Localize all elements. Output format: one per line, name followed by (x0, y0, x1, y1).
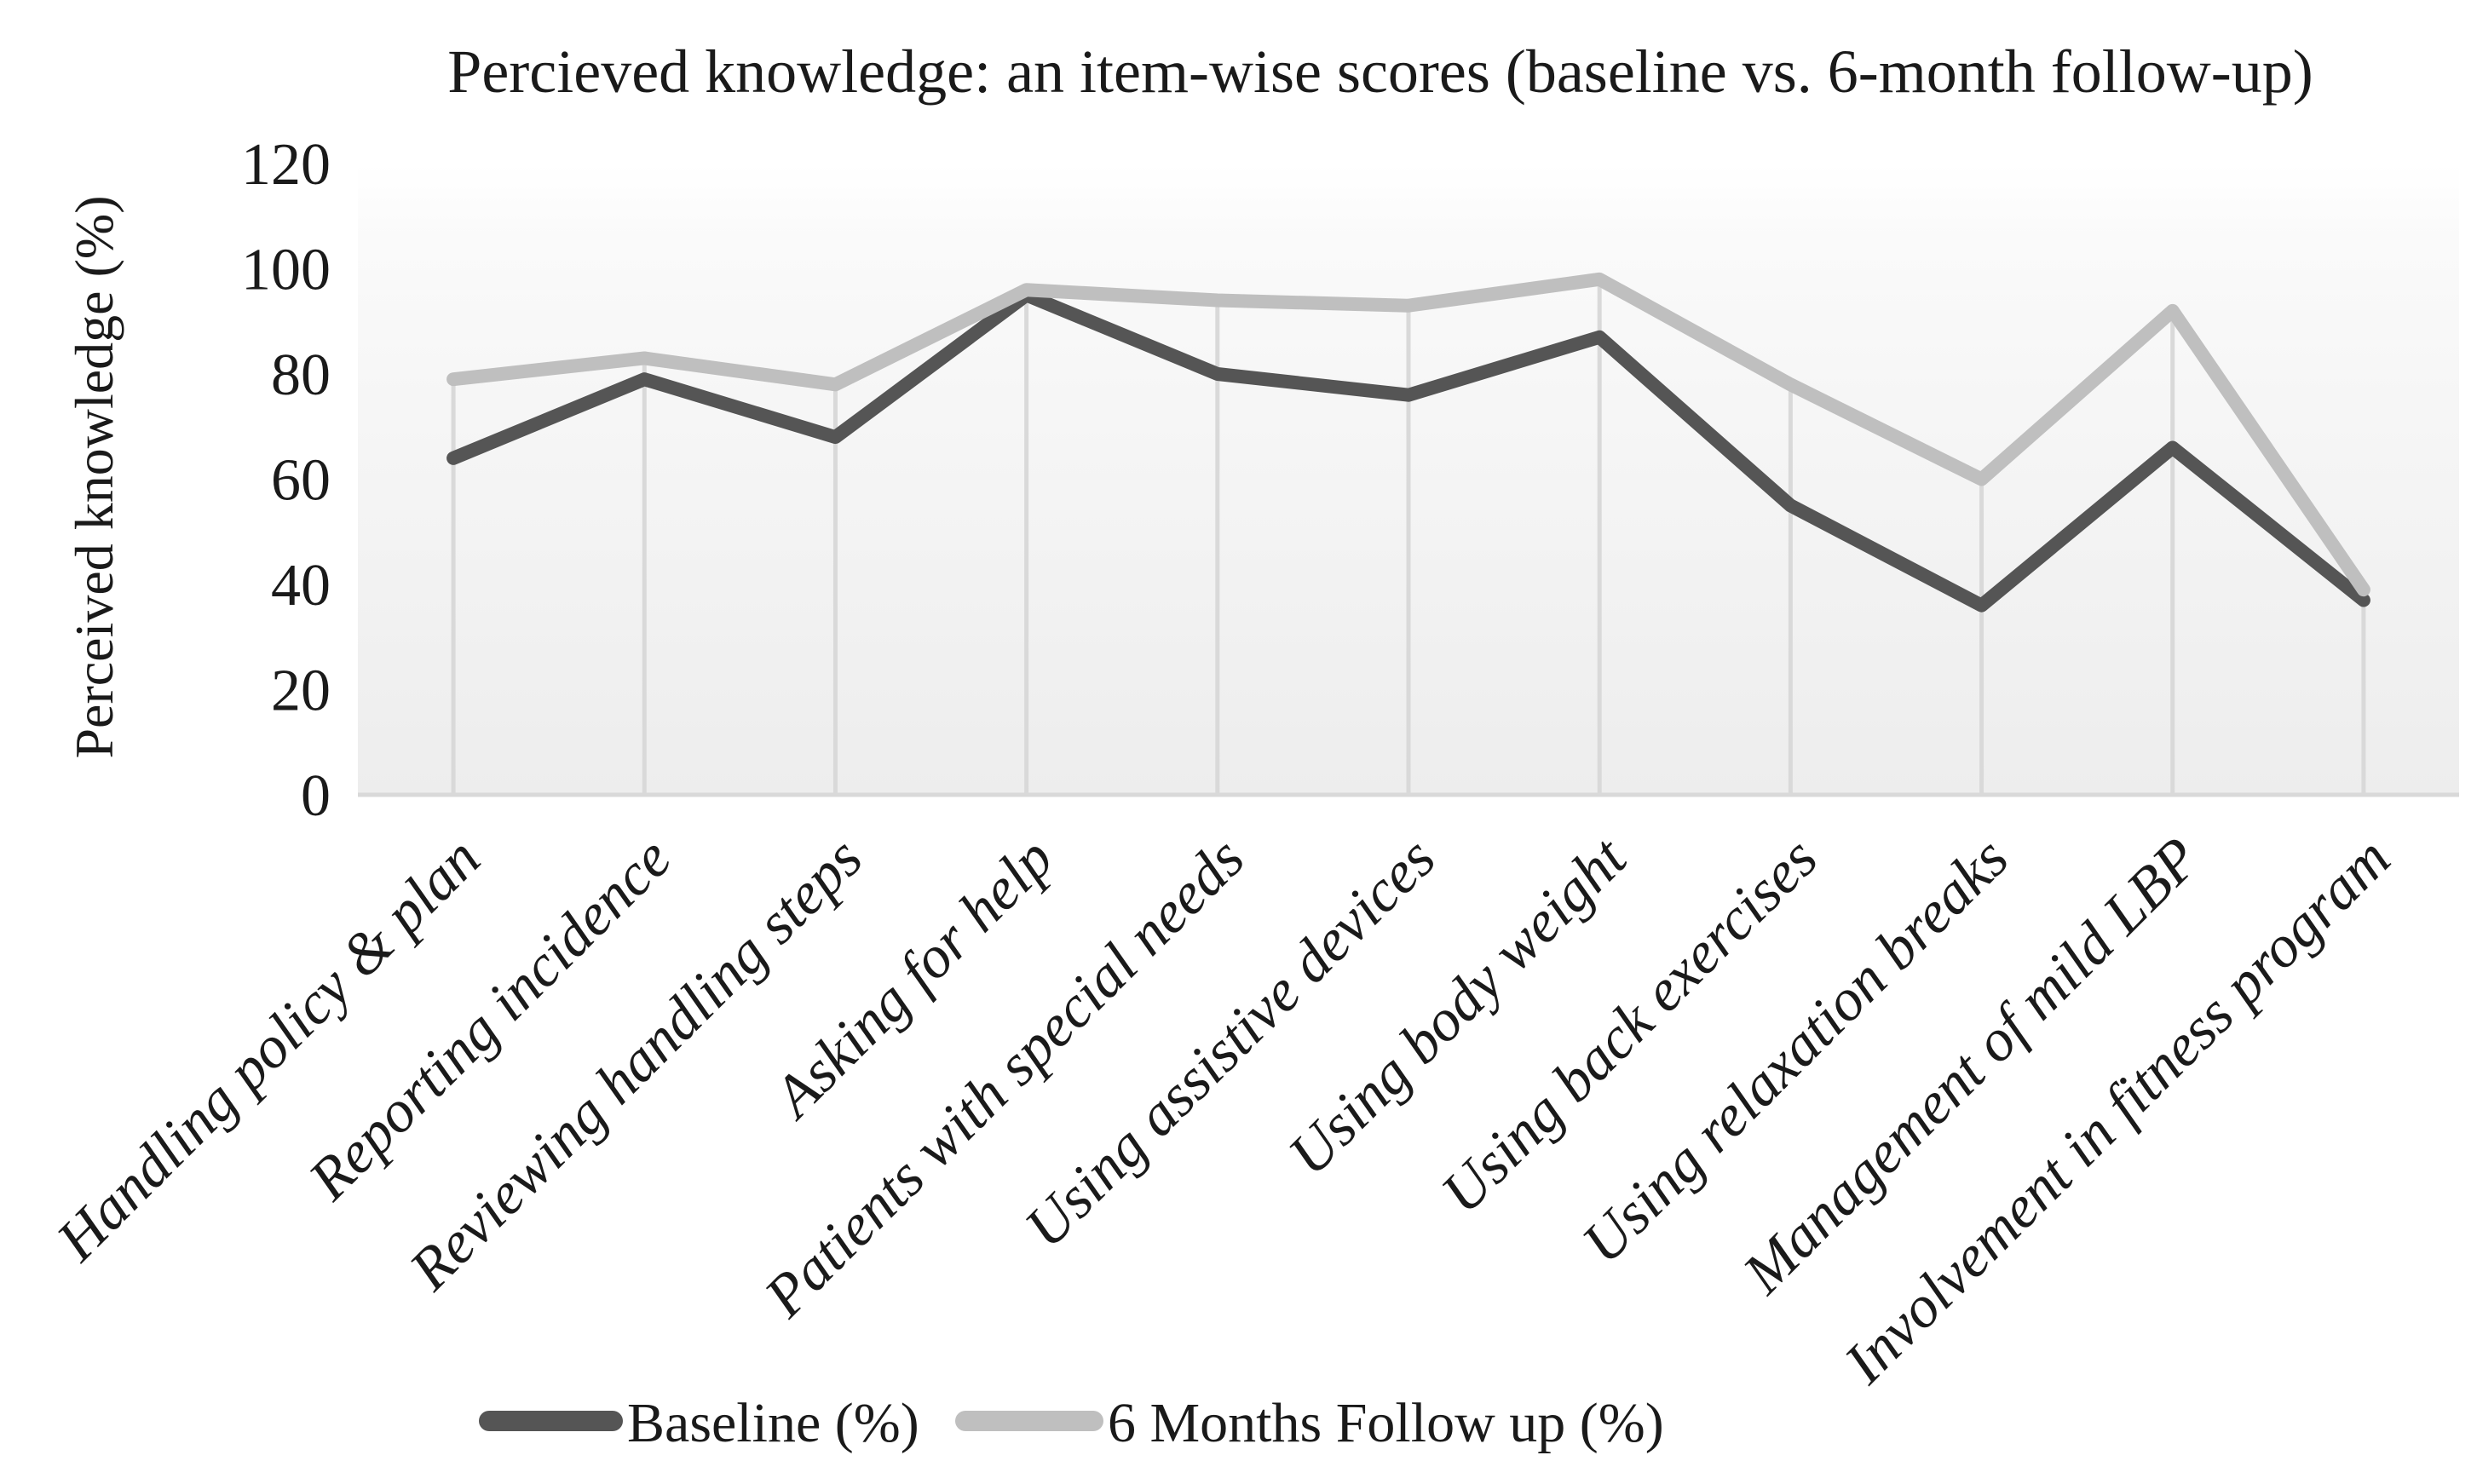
legend-followup-label: 6 Months Follow up (%) (1108, 1392, 1664, 1454)
y-tick-label: 0 (301, 763, 331, 829)
y-tick-label: 80 (271, 342, 331, 408)
drop-lines (451, 279, 2366, 795)
chart-title: Percieved knowledge: an item-wise scores… (447, 37, 2313, 106)
category-label: Using back exercises (1429, 825, 1829, 1226)
y-tick-label: 60 (271, 448, 331, 514)
series-lines (446, 272, 2370, 613)
y-tick-label: 20 (271, 659, 331, 724)
y-tick-label: 120 (241, 132, 331, 198)
followup-series-line (446, 272, 2370, 597)
category-label: Reporting incidence (296, 825, 683, 1213)
legend-baseline-label: Baseline (%) (627, 1392, 919, 1454)
y-tick-label: 40 (271, 553, 331, 618)
y-axis-tick-labels: 0 20 40 60 80 100 120 (241, 132, 331, 829)
legend: Baseline (%) 6 Months Follow up (%) (479, 1392, 1664, 1454)
y-tick-label: 100 (241, 238, 331, 303)
category-label: Using body weight (1276, 825, 1640, 1188)
y-axis-title: Perceived knowledge (%) (64, 195, 124, 758)
baseline-series-line (446, 288, 2370, 613)
